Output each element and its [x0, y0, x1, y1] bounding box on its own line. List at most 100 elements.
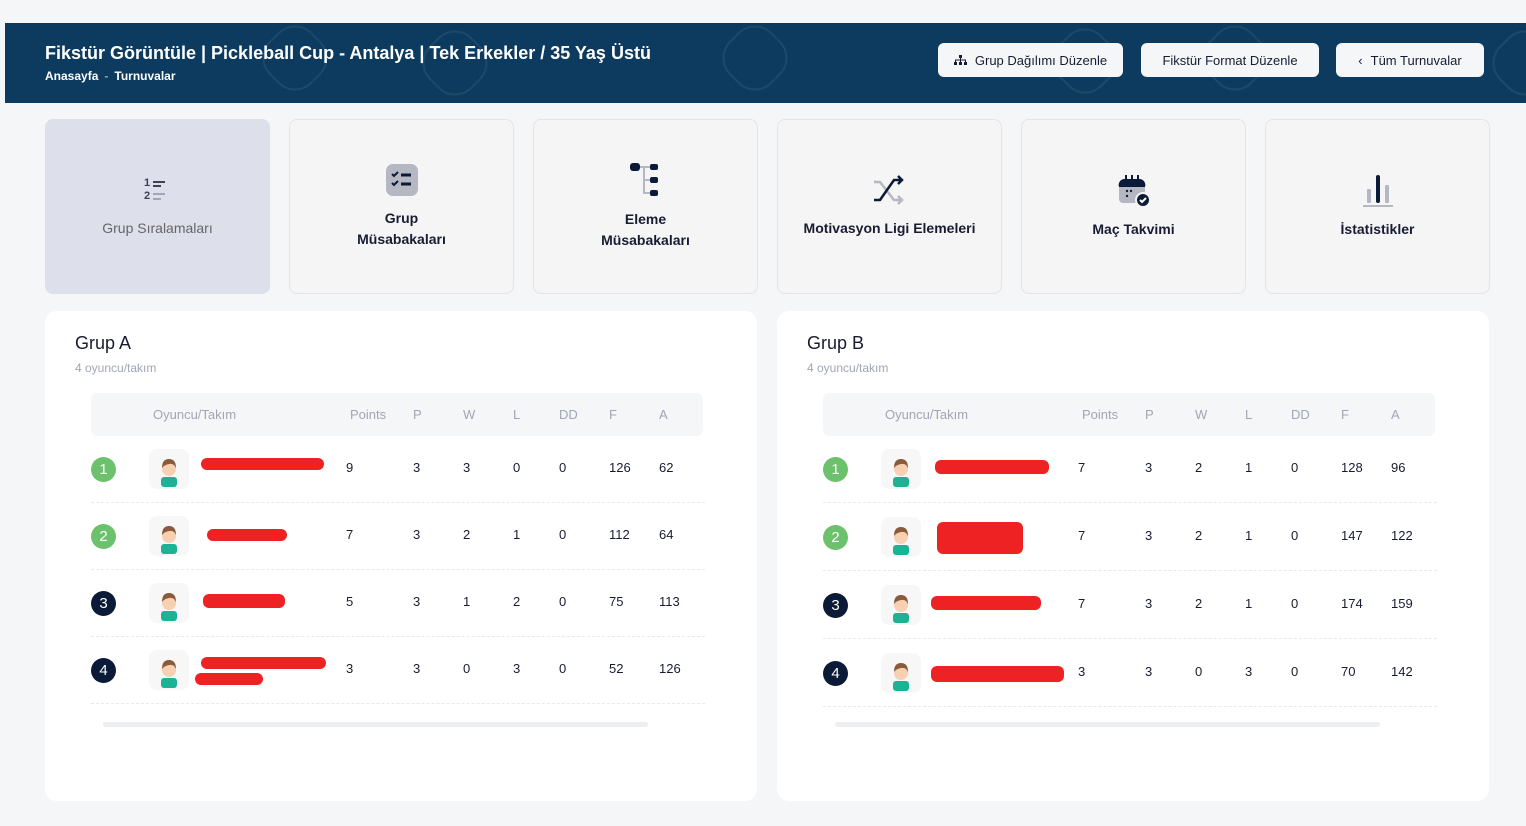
breadcrumb-home[interactable]: Anasayfa: [45, 69, 99, 83]
cell-f: 174: [1341, 596, 1363, 611]
cell-points: 7: [1078, 596, 1086, 611]
table-row[interactable]: 2 7 3 2 1 0 147 122: [823, 504, 1437, 571]
rank-badge: 4: [91, 658, 116, 683]
cell-points: 9: [346, 460, 354, 475]
cell-f: 128: [1341, 460, 1363, 475]
avatar: [881, 653, 921, 693]
horizontal-scrollbar[interactable]: [835, 722, 1380, 727]
table-row[interactable]: 2 7 3 2 1 0 112 64: [91, 503, 705, 570]
column-header[interactable]: F: [1341, 407, 1349, 422]
rank-badge: 1: [823, 457, 848, 482]
cell-w: 0: [463, 661, 471, 676]
column-header[interactable]: Oyuncu/Takım: [153, 407, 237, 422]
column-header[interactable]: Points: [350, 407, 387, 422]
table-row[interactable]: 1 7 3 2 1 0 128 96: [823, 436, 1437, 503]
table-row[interactable]: 4 3 3 0 3 0 70 142: [823, 640, 1437, 707]
tab-group-matches[interactable]: Grup Müsabakaları: [289, 119, 514, 294]
column-header[interactable]: W: [1195, 407, 1208, 422]
cell-w: 2: [1195, 596, 1203, 611]
cell-p: 3: [413, 594, 421, 609]
breadcrumb-tournaments[interactable]: Turnuvalar: [114, 69, 176, 83]
cell-dd: 0: [559, 661, 567, 676]
bar-chart-icon: [1362, 175, 1393, 207]
redacted-name: [937, 522, 1023, 554]
column-header[interactable]: P: [413, 407, 422, 422]
column-header[interactable]: F: [609, 407, 617, 422]
cell-points: 3: [1078, 664, 1086, 679]
avatar: [149, 516, 189, 556]
cell-l: 3: [1245, 664, 1253, 679]
edit-group-distribution-button[interactable]: Grup Dağılımı Düzenle: [938, 43, 1123, 77]
edit-fixture-format-button[interactable]: Fikstür Format Düzenle: [1141, 43, 1319, 77]
group-subtitle: 4 oyuncu/takım: [807, 361, 889, 375]
cell-p: 3: [413, 527, 421, 542]
redacted-name: [195, 673, 263, 685]
cell-dd: 0: [1291, 664, 1299, 679]
column-header[interactable]: Oyuncu/Takım: [885, 407, 969, 422]
cell-dd: 0: [559, 527, 567, 542]
cell-a: 64: [659, 527, 674, 542]
cell-points: 3: [346, 661, 354, 676]
page-title: Fikstür Görüntüle | Pickleball Cup - Ant…: [45, 43, 651, 63]
avatar: [149, 583, 189, 623]
cell-l: 1: [1245, 460, 1253, 475]
cell-l: 2: [513, 594, 521, 609]
cell-points: 7: [1078, 460, 1086, 475]
rank-badge: 2: [91, 524, 116, 549]
avatar: [881, 585, 921, 625]
column-header[interactable]: L: [1245, 407, 1253, 422]
page-header: Fikstür Görüntüle | Pickleball Cup - Ant…: [5, 23, 1526, 103]
cell-f: 126: [609, 460, 631, 475]
avatar: [149, 650, 189, 690]
cell-p: 3: [1145, 528, 1153, 543]
cell-p: 3: [1145, 460, 1153, 475]
column-header[interactable]: Points: [1082, 407, 1119, 422]
cell-dd: 0: [1291, 528, 1299, 543]
svg-text:1: 1: [144, 177, 150, 189]
cell-w: 2: [1195, 528, 1203, 543]
rank-badge: 3: [823, 593, 848, 618]
table-row[interactable]: 4 3 3 0 3 0 52 126: [91, 637, 705, 704]
cell-dd: 0: [1291, 596, 1299, 611]
cell-w: 2: [1195, 460, 1203, 475]
table-row[interactable]: 1 9 3 3 0 0 126 62: [91, 436, 705, 503]
cell-f: 147: [1341, 528, 1363, 543]
tab-match-schedule[interactable]: Maç Takvimi: [1021, 119, 1246, 294]
cell-dd: 0: [559, 460, 567, 475]
cell-a: 142: [1391, 664, 1413, 679]
tree-structure-icon: [629, 162, 658, 196]
table-row[interactable]: 3 5 3 1 2 0 75 113: [91, 570, 705, 637]
cell-dd: 0: [1291, 460, 1299, 475]
shuffle-icon: [873, 175, 904, 205]
column-header[interactable]: DD: [559, 407, 578, 422]
cell-a: 96: [1391, 460, 1406, 475]
cell-w: 0: [1195, 664, 1203, 679]
tab-statistics[interactable]: İstatistikler: [1265, 119, 1490, 294]
all-tournaments-button[interactable]: ‹ Tüm Turnuvalar: [1336, 43, 1484, 77]
redacted-name: [931, 596, 1041, 610]
column-header[interactable]: A: [659, 407, 668, 422]
table-row[interactable]: 3 7 3 2 1 0 174 159: [823, 572, 1437, 639]
cell-f: 112: [609, 527, 630, 542]
horizontal-scrollbar[interactable]: [103, 722, 648, 727]
column-header[interactable]: W: [463, 407, 476, 422]
group-card-1: Grup B 4 oyuncu/takım Oyuncu/Takım Points…: [777, 311, 1489, 801]
redacted-name: [931, 666, 1064, 682]
column-header[interactable]: DD: [1291, 407, 1310, 422]
cell-l: 1: [513, 527, 521, 542]
tab-elimination-matches[interactable]: Eleme Müsabakaları: [533, 119, 758, 294]
cell-w: 2: [463, 527, 471, 542]
rank-badge: 3: [91, 591, 116, 616]
cell-a: 122: [1391, 528, 1413, 543]
column-header[interactable]: L: [513, 407, 521, 422]
cell-l: 1: [1245, 596, 1253, 611]
cell-points: 7: [1078, 528, 1086, 543]
tab-motivation-league[interactable]: Motivasyon Ligi Elemeleri: [777, 119, 1002, 294]
column-header[interactable]: A: [1391, 407, 1400, 422]
cell-a: 113: [659, 594, 680, 609]
svg-text:2: 2: [144, 190, 150, 202]
column-header[interactable]: P: [1145, 407, 1154, 422]
group-title: Grup B: [807, 333, 865, 353]
group-title: Grup A: [75, 333, 132, 353]
